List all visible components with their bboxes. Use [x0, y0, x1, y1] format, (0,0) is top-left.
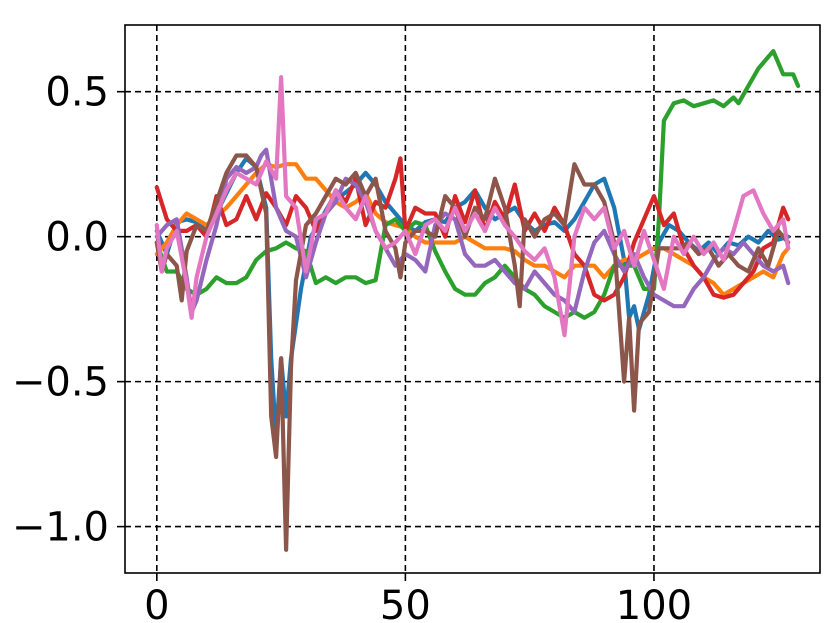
y-tick-label: 0.0	[45, 215, 109, 261]
y-axis: 0.5 0.0 −0.5 −1.0	[12, 70, 125, 551]
y-tick-label: 0.5	[45, 70, 109, 116]
x-axis: 0 50 100	[144, 573, 692, 623]
x-tick-label: 100	[616, 583, 692, 623]
y-tick-label: −1.0	[12, 505, 109, 551]
plot-frame	[124, 24, 821, 574]
series-lines	[154, 49, 801, 552]
grid-lines	[125, 25, 820, 573]
x-tick-label: 0	[144, 583, 169, 623]
series-line-7	[154, 75, 791, 338]
series-line-5	[154, 147, 791, 315]
y-tick-label: −0.5	[12, 360, 109, 406]
x-tick-label: 50	[380, 583, 431, 623]
